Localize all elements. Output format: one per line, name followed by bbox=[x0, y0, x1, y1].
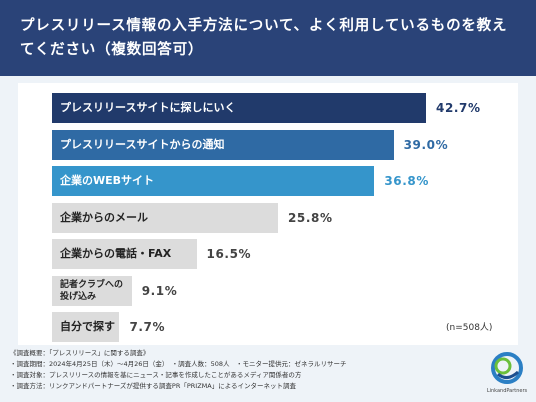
bar bbox=[52, 312, 120, 342]
sample-size-note: (n=508人) bbox=[446, 323, 493, 333]
bar-category-label: プレスリリースサイトからの通知 bbox=[60, 137, 225, 151]
bar-value-label: 9.1% bbox=[141, 283, 178, 298]
logo-mark-icon bbox=[491, 352, 523, 384]
bar-value-label: 7.7% bbox=[129, 320, 166, 334]
bar-value-label: 42.7% bbox=[436, 101, 481, 115]
footer-line: ・調査期間：2024年4月25日（木）〜4月26日（金） ・調査人数：508人 … bbox=[10, 360, 347, 368]
company-logo: LinkandPartners bbox=[478, 348, 536, 402]
bar bbox=[52, 202, 278, 233]
bar bbox=[52, 275, 132, 306]
bar-value-label: 39.0% bbox=[403, 137, 449, 152]
bar bbox=[52, 129, 394, 160]
header-banner: プレスリリース情報の入手方法について、よく利用しているものを教えてください（複数… bbox=[0, 0, 536, 76]
chart-title: プレスリリース情報の入手方法について、よく利用しているものを教えてください（複数… bbox=[20, 18, 508, 58]
bar-category-label: プレスリリースサイトに探しにいく bbox=[60, 101, 236, 114]
survey-footer: 《調査概要：「プレスリリース」に関する調査》 ・調査期間：2024年4月25日（… bbox=[10, 348, 480, 392]
bar-category-label: 企業のWEBサイト bbox=[60, 174, 155, 187]
bar-category-label: 企業からのメール bbox=[60, 210, 148, 224]
footer-line: ・調査対象：プレスリリースの情報を基にニュース・記事を作成したことがあるメディア… bbox=[10, 371, 302, 379]
bar bbox=[52, 239, 197, 269]
bar-value-label: 16.5% bbox=[206, 247, 252, 261]
bar-category-label: 記者クラブへの投げ込み bbox=[60, 279, 124, 302]
footer-line: ・調査方法：リンクアンドパートナーズが提供する調査PR「PRIZMA」によるイン… bbox=[10, 382, 297, 390]
bar bbox=[52, 93, 426, 123]
bar bbox=[52, 166, 375, 196]
bar-category-label: 自分で探す bbox=[60, 320, 115, 333]
bar-category-label: 企業からの電話・FAX bbox=[60, 247, 172, 260]
bar-value-label: 25.8% bbox=[287, 210, 333, 225]
footer-line: 《調査概要：「プレスリリース」に関する調査》 bbox=[10, 349, 150, 357]
logo-text: LinkandPartners bbox=[486, 388, 528, 394]
bar-value-label: 36.8% bbox=[384, 174, 429, 188]
